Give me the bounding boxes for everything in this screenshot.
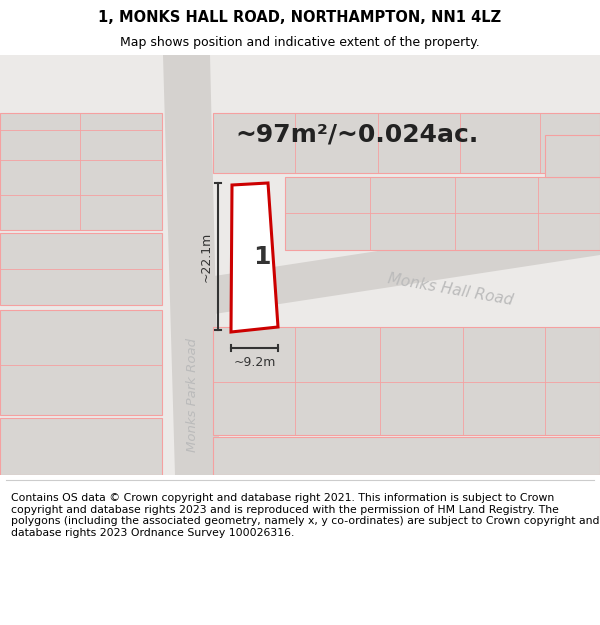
Text: ~22.1m: ~22.1m: [200, 231, 213, 282]
Text: ~97m²/~0.024ac.: ~97m²/~0.024ac.: [235, 123, 478, 147]
Text: ~9.2m: ~9.2m: [233, 356, 275, 369]
Polygon shape: [0, 418, 162, 475]
Text: Monks Park Road: Monks Park Road: [187, 338, 199, 452]
Polygon shape: [213, 437, 600, 475]
Text: Monks Hall Road: Monks Hall Road: [386, 272, 514, 308]
Polygon shape: [213, 113, 600, 173]
Polygon shape: [231, 183, 278, 332]
Polygon shape: [163, 55, 220, 475]
Text: Contains OS data © Crown copyright and database right 2021. This information is : Contains OS data © Crown copyright and d…: [11, 493, 599, 538]
Polygon shape: [0, 55, 600, 475]
Polygon shape: [545, 135, 600, 177]
Polygon shape: [0, 310, 162, 415]
Polygon shape: [0, 233, 162, 305]
Polygon shape: [0, 113, 162, 230]
Polygon shape: [213, 327, 600, 435]
Polygon shape: [175, 217, 600, 320]
Text: 1: 1: [254, 245, 271, 269]
Polygon shape: [285, 177, 600, 250]
Text: Map shows position and indicative extent of the property.: Map shows position and indicative extent…: [120, 36, 480, 49]
Text: 1, MONKS HALL ROAD, NORTHAMPTON, NN1 4LZ: 1, MONKS HALL ROAD, NORTHAMPTON, NN1 4LZ: [98, 10, 502, 25]
